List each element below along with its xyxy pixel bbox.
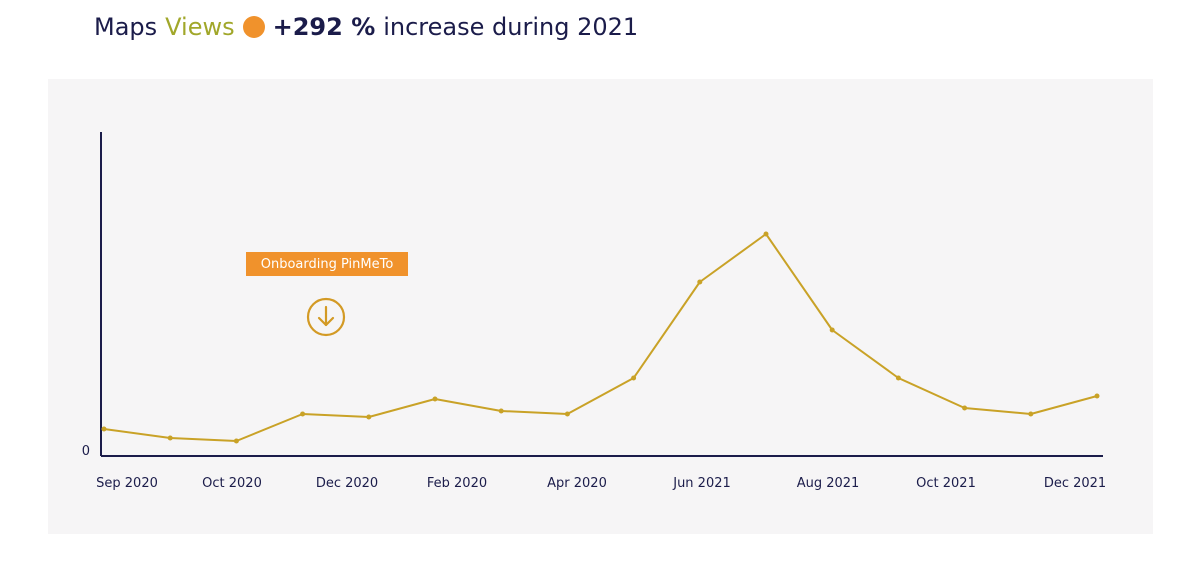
y-tick-label: 0: [82, 444, 90, 459]
data-point: [962, 405, 968, 411]
data-point: [300, 411, 306, 417]
x-tick-label: Apr 2020: [547, 476, 607, 491]
data-point: [763, 231, 769, 237]
data-point: [1094, 393, 1100, 399]
arrow-down-circle-icon: [306, 297, 346, 337]
x-tick-label: Oct 2020: [202, 476, 262, 491]
title-prefix: Maps: [94, 13, 158, 41]
title-suffix: increase during 2021: [383, 13, 639, 41]
data-point: [1028, 411, 1034, 417]
data-points: [101, 231, 1100, 444]
data-point: [498, 408, 504, 414]
chart-title: Maps Views +292 % increase during 2021: [94, 10, 638, 44]
orange-dot-icon: [242, 16, 265, 38]
data-point: [631, 375, 637, 381]
x-tick-label: Dec 2021: [1044, 476, 1106, 491]
data-point: [697, 279, 703, 285]
x-tick-label: Oct 2021: [916, 476, 976, 491]
x-tick-label: Sep 2020: [96, 476, 158, 491]
data-point: [564, 411, 570, 417]
chart-panel: [48, 79, 1153, 534]
x-tick-labels: Sep 2020 Oct 2020 Dec 2020 Feb 2020 Apr 2020…: [96, 476, 1106, 491]
x-tick-label: Feb 2020: [427, 476, 487, 491]
x-tick-label: Aug 2021: [797, 476, 860, 491]
data-point: [366, 414, 372, 420]
data-point: [101, 426, 107, 432]
title-highlight: Views: [165, 13, 235, 41]
x-tick-label: Dec 2020: [316, 476, 378, 491]
x-tick-label: Jun 2021: [672, 476, 731, 491]
data-point: [895, 375, 901, 381]
series-line: [103, 233, 1098, 442]
data-point: [167, 435, 173, 441]
data-point: [233, 438, 239, 444]
data-point: [829, 327, 835, 333]
title-value: +292 %: [272, 13, 376, 41]
onboarding-annotation-label: Onboarding PinMeTo: [246, 252, 408, 276]
data-point: [432, 396, 438, 402]
